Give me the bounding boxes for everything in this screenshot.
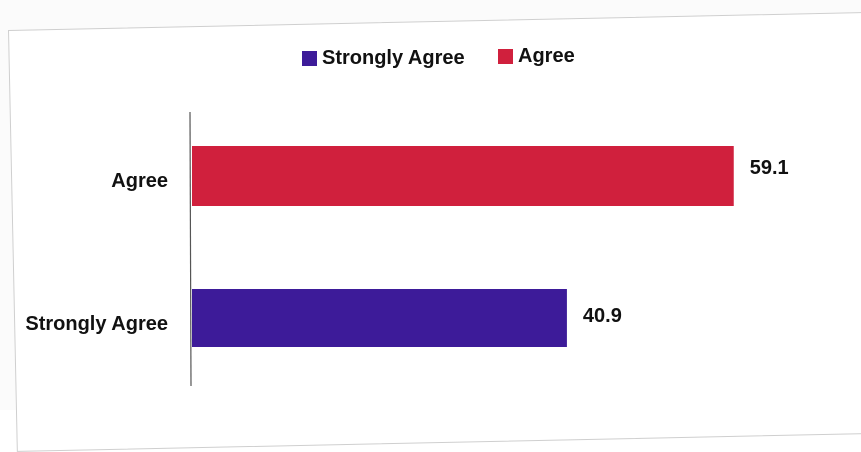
bar-agree: [192, 146, 734, 206]
chart-stage: Strongly Agree Agree Agree Strongly Agre…: [8, 11, 861, 452]
legend-swatch-strongly-agree: [302, 51, 317, 66]
bars-group: 59.1 40.9: [192, 146, 789, 347]
category-label-strongly-agree: Strongly Agree: [25, 313, 168, 335]
bar-strongly-agree: [192, 289, 567, 347]
category-axis-line: [189, 111, 192, 387]
legend-label-agree: Agree: [518, 45, 575, 67]
legend-swatch-agree: [498, 49, 513, 64]
legend-label-strongly-agree: Strongly Agree: [322, 47, 465, 69]
legend: Strongly Agree Agree: [302, 45, 575, 69]
data-label-agree: 59.1: [750, 157, 789, 179]
data-label-strongly-agree: 40.9: [583, 305, 622, 327]
category-label-agree: Agree: [111, 170, 168, 192]
bar-chart: Strongly Agree Agree Agree Strongly Agre…: [25, 45, 789, 387]
